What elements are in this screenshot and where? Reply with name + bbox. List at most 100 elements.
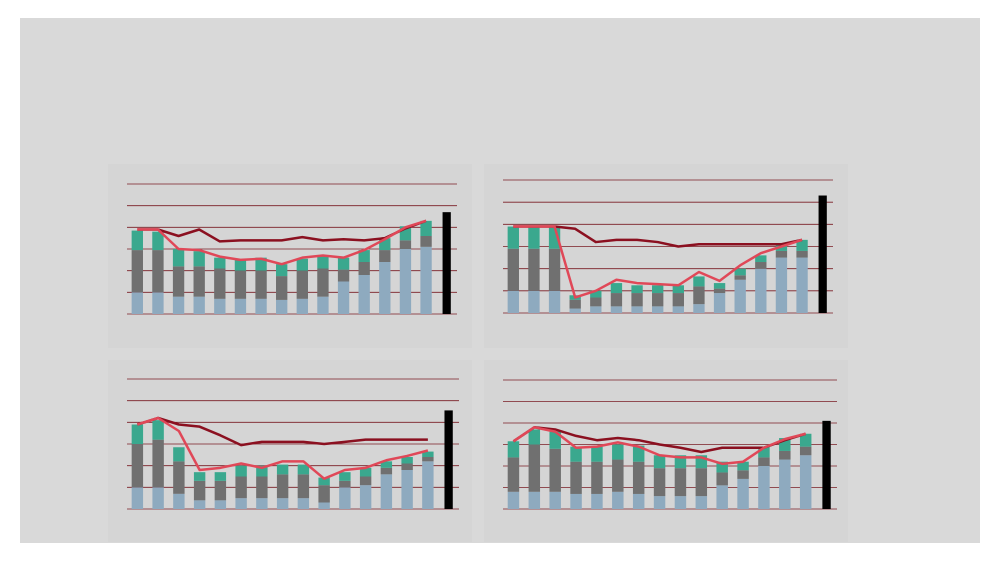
- bar-segment: [796, 250, 808, 258]
- line-series: [137, 219, 427, 266]
- bar-segment: [152, 487, 164, 509]
- bar-segment: [758, 466, 770, 509]
- bar-segment: [591, 493, 603, 509]
- bar-segment: [591, 461, 603, 494]
- bar-segment: [339, 480, 351, 488]
- bar-segment: [380, 461, 393, 468]
- bar-segment: [276, 498, 289, 509]
- bar-segment: [276, 299, 288, 314]
- bar-segment: [734, 268, 746, 276]
- bar-segment: [653, 455, 666, 469]
- line-series: [512, 426, 806, 466]
- bar-segment: [214, 480, 227, 501]
- bar-segment: [695, 468, 708, 497]
- bar-segment: [234, 259, 247, 271]
- bar-segment: [674, 468, 687, 497]
- bar-segment: [779, 438, 791, 451]
- bar-segment: [379, 250, 391, 262]
- bar-segment: [420, 236, 432, 247]
- bar-segment: [214, 257, 226, 269]
- bar-segment: [255, 270, 267, 299]
- bar-segment: [590, 290, 602, 298]
- bar-segment: [548, 248, 561, 291]
- bar-segment: [713, 288, 726, 294]
- bar-segment: [779, 459, 791, 509]
- bar-segment: [716, 485, 728, 509]
- bar-segment: [214, 500, 227, 509]
- bar-segment: [297, 464, 310, 475]
- bar-segment: [255, 298, 267, 314]
- bar-segment: [672, 293, 684, 307]
- panel: [108, 164, 472, 348]
- bar-segment: [317, 255, 329, 269]
- bar-segment: [131, 487, 144, 509]
- bar-segment: [818, 195, 827, 313]
- bar-segment: [734, 279, 746, 313]
- bar-segment: [693, 286, 705, 305]
- bar-segment: [758, 457, 770, 466]
- bar-segment: [173, 447, 185, 462]
- bar-segment: [131, 444, 144, 488]
- bar-segment: [401, 470, 413, 509]
- bar-segment: [401, 457, 413, 464]
- bar-segment: [422, 461, 434, 509]
- bar-segment: [737, 470, 749, 479]
- bar-segment: [234, 270, 247, 299]
- bar-segment: [276, 276, 288, 300]
- bar-segment: [318, 477, 330, 486]
- bar-segment: [652, 293, 664, 307]
- bar-segment: [758, 446, 770, 458]
- bar-segment: [235, 465, 247, 477]
- bar-segment: [610, 306, 623, 313]
- bar-segment: [755, 262, 767, 269]
- bar-segment: [420, 246, 432, 314]
- bar-segment: [548, 290, 561, 313]
- bar-segment: [152, 439, 164, 488]
- bar-segment: [799, 455, 812, 509]
- bar-segment: [255, 257, 267, 271]
- bar-segment: [214, 472, 227, 481]
- bar-segment: [507, 248, 519, 291]
- bar-segment: [631, 285, 643, 294]
- bar-segment: [528, 491, 541, 509]
- bar-segment: [737, 478, 749, 509]
- bar-segment: [734, 275, 746, 280]
- bar-segment: [570, 446, 582, 462]
- bar-segment: [296, 258, 308, 271]
- bar-segment: [318, 485, 330, 503]
- bar-segment: [317, 296, 329, 314]
- bar-segment: [358, 250, 370, 262]
- bar-segment: [235, 498, 247, 509]
- bar-segment: [612, 444, 624, 460]
- bar-segment: [548, 226, 561, 249]
- bar-segment: [799, 433, 812, 447]
- bar-segment: [131, 230, 143, 251]
- bar-segment: [695, 455, 708, 469]
- bar-segment: [193, 480, 206, 501]
- bar-segment: [214, 298, 226, 314]
- bar-segment: [420, 220, 432, 236]
- bar-segment: [131, 250, 143, 293]
- bar-segment: [442, 212, 451, 314]
- bar-segment: [339, 487, 351, 509]
- bar-segment: [632, 493, 645, 509]
- bar-segment: [256, 465, 268, 477]
- bar-segment: [379, 262, 391, 314]
- bar-segment: [173, 493, 185, 509]
- bar-segment: [590, 297, 602, 307]
- bar-segment: [737, 461, 749, 471]
- bar-segment: [631, 306, 643, 313]
- bar-segment: [652, 285, 664, 294]
- bar-segment: [779, 450, 791, 460]
- bar-segment: [796, 257, 808, 313]
- bar-segment: [422, 457, 434, 462]
- bar-segment: [672, 285, 684, 294]
- bar-segment: [549, 491, 561, 509]
- bar-segment: [380, 474, 393, 509]
- bar-segment: [507, 491, 520, 509]
- bar-segment: [632, 445, 645, 462]
- bar-segment: [549, 431, 561, 449]
- bar-segment: [796, 239, 808, 251]
- bar-segment: [653, 496, 666, 509]
- bar-segment: [713, 283, 726, 289]
